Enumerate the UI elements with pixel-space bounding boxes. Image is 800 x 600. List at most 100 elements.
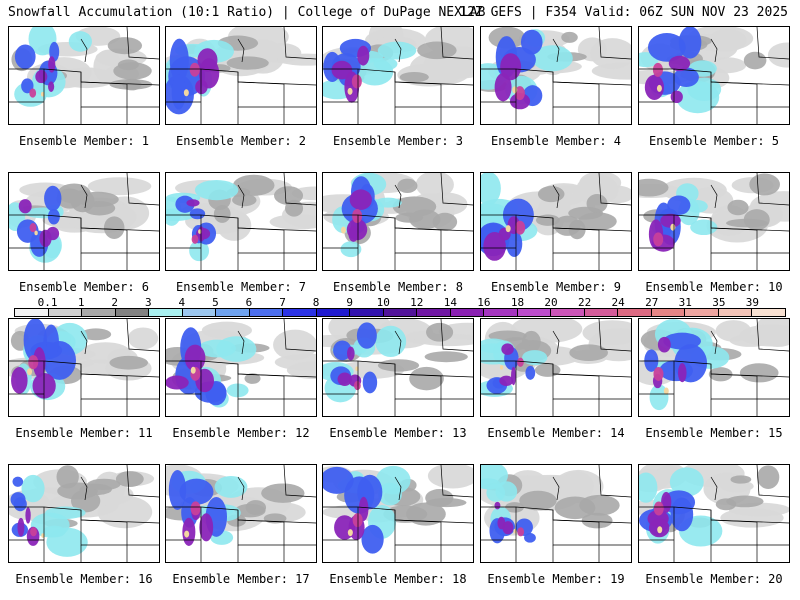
very-heavy-snow-area: [25, 507, 31, 524]
ensemble-map-panel: [165, 464, 317, 563]
ensemble-member-label: Ensemble Member: 18: [329, 572, 467, 586]
colorbar-swatch: [718, 309, 753, 316]
state-border-line: [283, 319, 316, 352]
snow-contour-cyan: [532, 45, 573, 72]
moderate-snow-area: [56, 465, 79, 489]
snow-contour-cyan: [198, 339, 236, 358]
snow-contour-cyan: [194, 180, 239, 201]
state-border-line: [126, 319, 159, 352]
colorbar-tick-label: 6: [245, 296, 253, 309]
very-heavy-snow-area: [670, 90, 683, 104]
peak-snow-area: [663, 387, 669, 395]
very-heavy-snow-area: [35, 70, 48, 84]
state-border-line: [598, 173, 631, 206]
snow-contour-cyan: [68, 31, 92, 52]
ensemble-map-panel: [165, 26, 317, 125]
state-border-line: [552, 519, 600, 545]
heavy-snow-area: [189, 208, 206, 220]
state-border-line: [552, 184, 560, 209]
peak-snow-area: [347, 529, 353, 537]
snow-contour-cyan: [375, 325, 407, 358]
moderate-snow-area: [234, 503, 266, 518]
state-border-line: [552, 364, 631, 378]
state-border-line: [126, 465, 159, 498]
state-border-line: [237, 330, 245, 355]
snowfall-map: [323, 27, 473, 124]
snow-contour-cyan: [649, 384, 669, 411]
state-border-line: [394, 81, 442, 107]
colorbar-swatch: [752, 309, 785, 316]
moderate-snow-area: [426, 498, 467, 508]
state-border-line: [283, 465, 316, 498]
snowfall-map: [9, 173, 159, 270]
state-border-line: [80, 519, 128, 545]
ensemble-map-panel: [322, 172, 474, 271]
moderate-snow-area: [244, 373, 261, 384]
peak-snow-area: [505, 225, 511, 233]
colorbar-swatch: [149, 309, 183, 316]
very-heavy-snow-area: [337, 372, 352, 386]
heavy-snow-area: [644, 349, 659, 372]
extreme-snow-area: [190, 501, 201, 516]
state-border-line: [552, 81, 600, 107]
colorbar-tick-label: 24: [611, 296, 625, 309]
colorbar-swatch: [685, 309, 719, 316]
ensemble-member-label: Ensemble Member: 20: [645, 572, 783, 586]
snow-contour-cyan: [377, 41, 417, 60]
extreme-snow-area: [191, 234, 199, 244]
state-border-line: [552, 330, 560, 355]
state-border-line: [756, 465, 789, 498]
state-border-line: [237, 476, 245, 501]
ensemble-member-label: Ensemble Member: 12: [172, 426, 310, 440]
moderate-snow-area: [726, 495, 764, 508]
state-borders: [639, 173, 789, 270]
colorbar-swatch: [517, 309, 552, 316]
state-borders: [323, 465, 473, 562]
colorbar-swatch: [618, 309, 652, 316]
state-border-line: [552, 227, 600, 253]
state-border-line: [394, 519, 442, 545]
state-borders: [481, 465, 631, 562]
state-border-line: [394, 38, 402, 63]
colorbar-tick-label: 35: [712, 296, 726, 309]
state-border-line: [237, 38, 245, 63]
heavy-snow-area: [47, 208, 60, 225]
extreme-snow-area: [28, 355, 39, 370]
snowfall-map: [481, 27, 631, 124]
moderate-snow-area: [109, 355, 148, 370]
ensemble-member-label: Ensemble Member: 15: [645, 426, 783, 440]
ensemble-member-label: Ensemble Member: 5: [648, 134, 780, 148]
colorbar-swatch: [383, 309, 418, 316]
state-border-line: [237, 227, 285, 253]
state-border-line: [394, 330, 402, 355]
state-borders: [323, 319, 473, 416]
moderate-snow-area: [726, 218, 768, 228]
colorbar-swatch: [249, 309, 284, 316]
moderate-snow-area: [107, 37, 143, 55]
ensemble-member-label: Ensemble Member: 4: [490, 134, 622, 148]
moderate-snow-area: [569, 344, 609, 362]
ensemble-map-panel: [8, 26, 160, 125]
very-heavy-snow-area: [166, 375, 189, 390]
snowfall-map: [639, 319, 789, 416]
very-heavy-snow-area: [660, 213, 681, 228]
state-border-line: [710, 373, 758, 399]
colorbar-swatch: [15, 309, 49, 316]
very-heavy-snow-area: [48, 56, 56, 73]
moderate-snow-area: [639, 178, 669, 197]
heavy-snow-area: [520, 29, 543, 55]
state-border-line: [237, 184, 245, 209]
extreme-snow-area: [515, 220, 526, 235]
state-borders: [9, 319, 159, 416]
heavy-snow-area: [10, 492, 26, 508]
state-borders: [639, 319, 789, 416]
ensemble-map-panel: [8, 318, 160, 417]
state-borders: [481, 27, 631, 124]
ensemble-map-panel: [638, 26, 790, 125]
snow-contour-cyan: [214, 475, 248, 498]
state-border-line: [552, 476, 560, 501]
snowfall-map: [639, 465, 789, 562]
moderate-snow-area: [743, 51, 767, 70]
state-border-line: [710, 519, 758, 545]
state-borders: [481, 173, 631, 270]
